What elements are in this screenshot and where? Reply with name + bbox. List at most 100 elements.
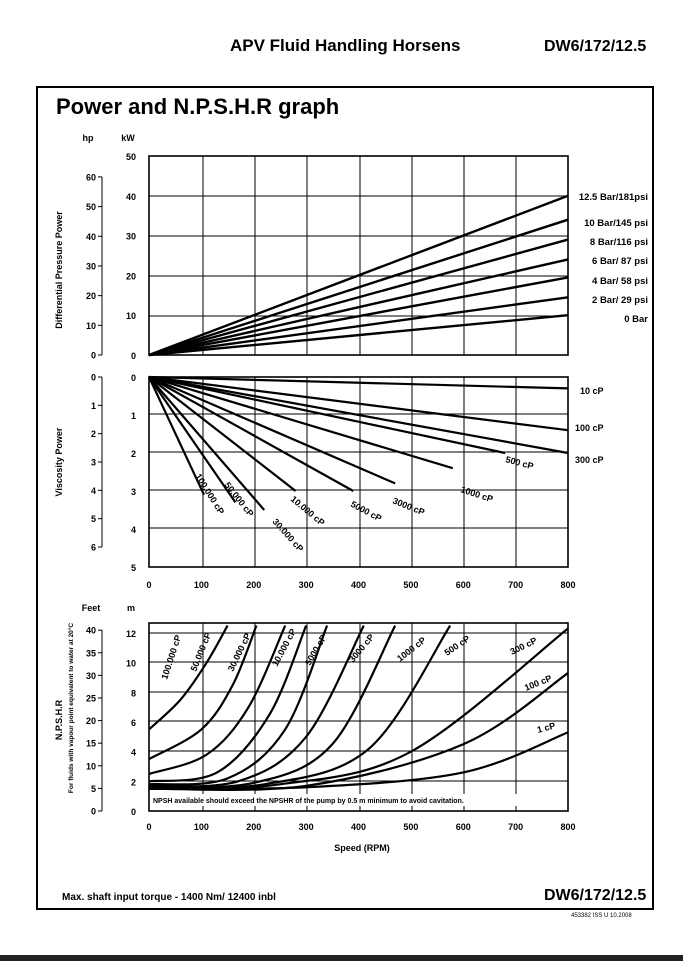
differential-ytick-label: 10 — [126, 311, 136, 321]
viscosity-series-label: 100.000 cP — [193, 472, 226, 516]
bottom-rule — [0, 955, 683, 961]
npshr-secondary-tick-label: 5 — [91, 784, 96, 794]
viscosity-series-label: 3000 cP — [391, 496, 426, 518]
viscosity-series-line — [148, 376, 354, 492]
npshr-secondary-tick-label: 25 — [86, 693, 96, 703]
viscosity-series-line — [148, 375, 506, 455]
viscosity-ytick-label: 2 — [131, 449, 136, 459]
viscosity-ytick-label: 5 — [131, 563, 136, 573]
viscosity-secondary-tick-label: 0 — [91, 373, 96, 383]
viscosity-series-line — [148, 375, 569, 432]
npshr-ylabel: N.P.S.H.R — [54, 699, 64, 740]
viscosity-xtick-label: 0 — [146, 580, 151, 590]
npshr-ytick-label: 4 — [131, 748, 136, 758]
issue-code: 453382 ISS U 10.2008 — [571, 913, 632, 919]
viscosity-secondary-tick-label: 1 — [91, 401, 96, 411]
differential-series-label: 12.5 Bar/181psi — [579, 192, 648, 203]
hp-unit-label: hp — [83, 133, 94, 143]
viscosity-ytick-label: 0 — [131, 373, 136, 383]
differential-secondary-tick-label: 40 — [86, 232, 96, 242]
viscosity-plot-border — [148, 376, 569, 568]
viscosity-secondary-tick-label: 6 — [91, 543, 96, 553]
document-number-top: DW6/172/12.5 — [544, 38, 647, 55]
npshr-xtick-label: 100 — [194, 822, 209, 832]
npshr-note-background — [151, 794, 519, 806]
viscosity-secondary-tick-label: 2 — [91, 429, 96, 439]
npshr-series-label: 100 cP — [523, 673, 553, 693]
npshr-series-line — [148, 625, 258, 761]
viscosity-series-label: 10.000 cP — [289, 494, 327, 528]
torque-note: Max. shaft input torque - 1400 Nm/ 12400… — [62, 892, 276, 903]
viscosity-secondary-tick-label: 3 — [91, 458, 96, 468]
npshr-ytick-label: 10 — [126, 659, 136, 669]
npshr-secondary-tick-label: 10 — [86, 761, 96, 771]
differential-ytick-label: 20 — [126, 271, 136, 281]
viscosity-series-line — [148, 375, 454, 470]
viscosity-xtick-label: 700 — [508, 580, 523, 590]
npshr-plot-border — [148, 622, 569, 812]
viscosity-series-label: 50.000 cP — [222, 480, 255, 519]
page-title: Power and N.P.S.H.R graph — [56, 94, 340, 119]
npshr-secondary-tick-label: 40 — [86, 626, 96, 636]
differential-ytick-label: 0 — [131, 351, 136, 361]
viscosity-series-line — [148, 375, 569, 390]
npshr-series-label: 1 cP — [536, 720, 556, 734]
differential-secondary-tick-label: 50 — [86, 202, 96, 212]
viscosity-xtick-label: 100 — [194, 580, 209, 590]
npshr-secondary-tick-label: 20 — [86, 716, 96, 726]
npshr-xtick-label: 400 — [351, 822, 366, 832]
differential-series-line — [148, 194, 569, 357]
company-name: APV Fluid Handling Horsens — [230, 36, 461, 55]
npshr-secondary-tick-label: 30 — [86, 671, 96, 681]
npshr-series-line — [148, 731, 569, 791]
npshr-secondary-tick-label: 15 — [86, 739, 96, 749]
feet-unit-label: Feet — [82, 603, 101, 613]
chart-frame — [36, 86, 654, 910]
differential-series-label: 10 Bar/145 psi — [584, 218, 648, 229]
viscosity-series-label: 500 cP — [504, 454, 534, 471]
npshr-xlabel: Speed (RPM) — [334, 843, 390, 853]
differential-series-label: 4 Bar/ 58 psi — [592, 276, 648, 287]
npshr-series-label: 500 cP — [443, 633, 472, 657]
document-number-bottom: DW6/172/12.5 — [544, 887, 647, 904]
npshr-xtick-label: 500 — [403, 822, 418, 832]
viscosity-ytick-label: 3 — [131, 487, 136, 497]
npshr-xtick-label: 200 — [246, 822, 261, 832]
differential-secondary-tick-label: 20 — [86, 291, 96, 301]
npshr-xtick-label: 300 — [299, 822, 314, 832]
npshr-series-line — [148, 625, 287, 775]
npshr-series-line — [148, 625, 229, 731]
viscosity-series-line — [148, 376, 237, 504]
viscosity-ylabel: Viscosity Power — [54, 427, 64, 496]
kw-unit-label: kW — [121, 133, 135, 143]
npshr-ylabel-note: For fluids with vapour point equivalent … — [67, 623, 75, 793]
npshr-secondary-tick-label: 35 — [86, 648, 96, 658]
npshr-series-label: 3000 cP — [347, 632, 376, 664]
viscosity-xtick-label: 300 — [299, 580, 314, 590]
npshr-ytick-label: 12 — [126, 629, 136, 639]
viscosity-series-line — [148, 376, 266, 511]
viscosity-series-line — [148, 376, 297, 492]
viscosity-secondary-tick-label: 5 — [91, 514, 96, 524]
differential-secondary-tick-label: 60 — [86, 172, 96, 182]
differential-secondary-tick-label: 10 — [86, 321, 96, 331]
differential-series-line — [148, 218, 569, 357]
npshr-secondary-tick-label: 0 — [91, 807, 96, 817]
m-unit-label: m — [127, 603, 135, 613]
viscosity-series-line — [148, 375, 396, 485]
viscosity-series-line — [148, 375, 569, 455]
npshr-series-label: 100.000 cP — [159, 634, 183, 681]
npshr-ytick-label: 0 — [131, 807, 136, 817]
npshr-xtick-label: 800 — [560, 822, 575, 832]
differential-ytick-label: 30 — [126, 232, 136, 242]
npshr-series-label: 1000 cP — [395, 635, 428, 664]
differential-plot-border — [148, 155, 569, 356]
viscosity-ytick-label: 1 — [131, 411, 136, 421]
differential-secondary-tick-label: 30 — [86, 261, 96, 271]
differential-series-label: 2 Bar/ 29 psi — [592, 295, 648, 306]
npshr-xtick-label: 700 — [508, 822, 523, 832]
differential-series-label: 8 Bar/116 psi — [590, 237, 648, 248]
npshr-xtick-label: 0 — [146, 822, 151, 832]
viscosity-series-label: 300 cP — [575, 455, 604, 465]
